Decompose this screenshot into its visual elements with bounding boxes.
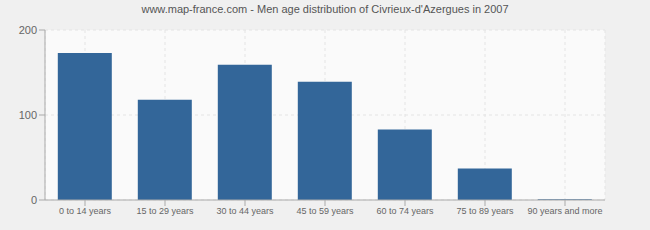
- svg-text:0: 0: [31, 194, 37, 206]
- svg-text:75 to 89 years: 75 to 89 years: [456, 206, 514, 216]
- svg-text:200: 200: [19, 24, 37, 36]
- svg-text:30 to 44 years: 30 to 44 years: [216, 206, 274, 216]
- html-text:www.map-france.com - Men age d: www.map-france.com - Men age distributio…: [141, 3, 509, 15]
- svg-text:60 to 74 years: 60 to 74 years: [376, 206, 434, 216]
- svg-text:0 to 14 years: 0 to 14 years: [59, 206, 112, 216]
- svg-text:15 to 29 years: 15 to 29 years: [136, 206, 194, 216]
- svg-text:100: 100: [19, 109, 37, 121]
- svg-text:90 years and more: 90 years and more: [527, 206, 602, 216]
- svg-text:45 to 59 years: 45 to 59 years: [296, 206, 354, 216]
